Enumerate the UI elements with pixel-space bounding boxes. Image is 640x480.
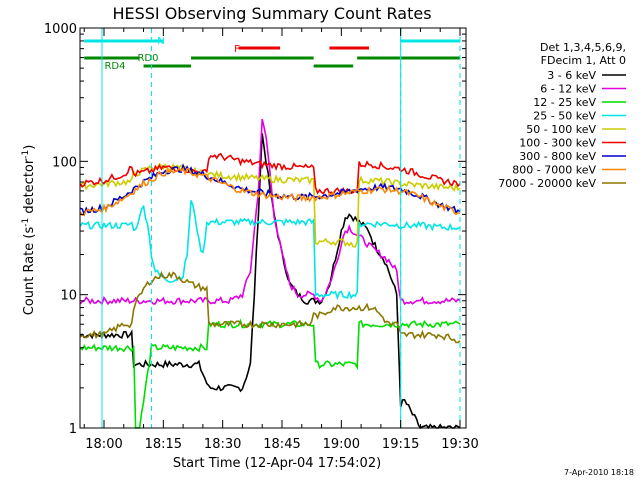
x-axis-label: Start Time (12-Apr-04 17:54:02): [173, 456, 381, 471]
footer-date: 7-Apr-2010 18:18: [564, 468, 634, 477]
y-tick-label: 100: [52, 155, 77, 170]
x-tick-label: 19:00: [323, 437, 360, 452]
legend-label: 800 - 7000 keV: [512, 164, 596, 177]
flag-label-n: N: [157, 36, 164, 47]
legend-header-line-1: Det 1,3,4,5,6,9,: [540, 41, 626, 54]
time-markers: [101, 28, 461, 428]
legend-header-line-2: FDecim 1, Att 0: [541, 54, 626, 67]
series-group: [79, 118, 461, 430]
legend-label: 25 - 50 keV: [533, 110, 596, 123]
y-axis-label: Count Rate (s-1 detector-1): [21, 145, 37, 316]
x-tick-label: 18:00: [85, 437, 122, 452]
y-tick-label: 1: [69, 422, 77, 437]
plot-frame: [79, 27, 467, 429]
x-tick-label: 19:30: [441, 437, 478, 452]
series-line-2: [79, 118, 461, 306]
flag-label-rd0: RD0: [137, 53, 158, 64]
flag-label-rd4: RD4: [104, 61, 125, 72]
x-tick-label: 18:30: [204, 437, 241, 452]
series-line-4: [79, 200, 461, 301]
legend-label: 3 - 6 keV: [547, 69, 596, 82]
x-tick-label: 19:15: [382, 437, 419, 452]
chart-title: HESSI Observing Summary Count Rates: [112, 4, 431, 23]
legend-label: 12 - 25 keV: [533, 96, 596, 109]
series-line-9: [79, 270, 461, 344]
legend-label: 7000 - 20000 keV: [498, 177, 596, 190]
x-tick-label: 18:15: [145, 437, 182, 452]
series-line-6: [79, 152, 461, 196]
observing-flags: N F RD0 RD4: [84, 36, 460, 72]
x-axis: 18:00 18:15 18:30 18:45 19:00 19:15 19:30: [83, 28, 479, 452]
legend-label: 300 - 800 keV: [519, 150, 596, 163]
series-line-5: [79, 162, 461, 248]
series-line-3: [79, 318, 461, 429]
legend-label: 6 - 12 keV: [540, 83, 596, 96]
series-line-1: [80, 133, 461, 430]
flag-label-f: F: [234, 44, 240, 55]
x-tick-label: 18:45: [263, 437, 300, 452]
y-tick-label: 10: [60, 289, 77, 304]
series-line-8: [79, 166, 461, 217]
legend: Det 1,3,4,5,6,9, FDecim 1, Att 0 3 - 6 k…: [498, 41, 626, 190]
legend-label: 100 - 300 keV: [519, 137, 596, 150]
y-tick-label: 1000: [44, 22, 77, 37]
legend-label: 50 - 100 keV: [526, 123, 596, 136]
y-axis: 1 10 100 1000: [44, 22, 466, 437]
